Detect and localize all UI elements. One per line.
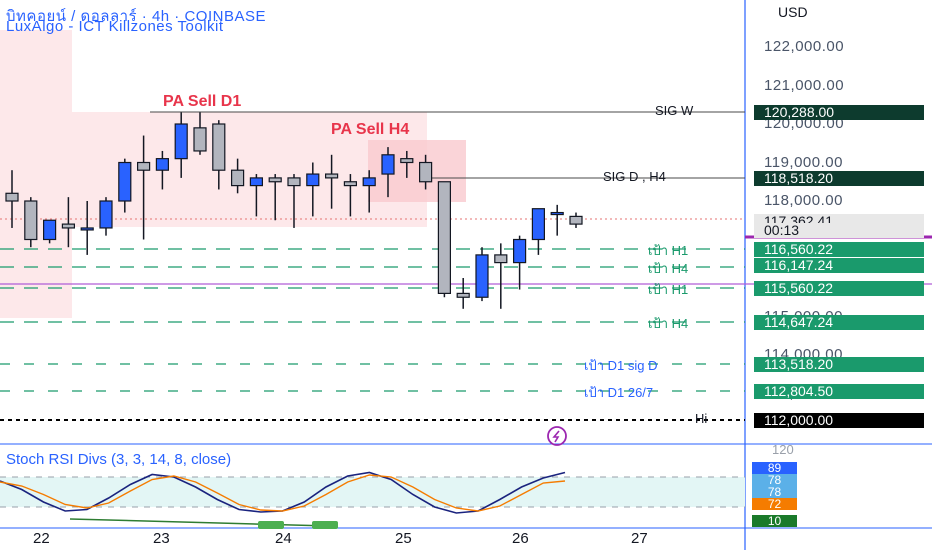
- candle-body: [475, 254, 489, 298]
- candle-body: [24, 200, 38, 241]
- candle-body: [381, 154, 395, 175]
- candle-body: [400, 158, 414, 164]
- candle-body: [494, 254, 508, 264]
- price-axis-label: 118,000.00: [764, 192, 843, 209]
- candle-body: [287, 177, 301, 187]
- candle-body: [306, 173, 320, 187]
- level-label: SIG D , H4: [603, 169, 666, 184]
- candle-body: [174, 123, 188, 160]
- stoch-value-tag: 89: [752, 462, 797, 474]
- stoch-value-tag: 72: [752, 498, 797, 510]
- price-tag: 112,000.00: [754, 413, 924, 428]
- level-label: เป้า H4: [648, 261, 689, 276]
- date-axis-label: 26: [512, 530, 529, 547]
- candle-body: [569, 215, 583, 225]
- price-tag: 114,647.24: [754, 315, 924, 330]
- stoch-value-tag: 78: [752, 474, 797, 486]
- candle-body: [249, 177, 263, 187]
- candle-body: [268, 177, 282, 183]
- level-label: Hi: [695, 411, 708, 426]
- candle-body: [419, 161, 433, 183]
- level-label: เป้า H4: [648, 316, 689, 331]
- price-tag: 116,147.24: [754, 258, 924, 273]
- candle-body: [137, 161, 151, 171]
- date-axis-label: 24: [275, 530, 292, 547]
- date-axis-label: 22: [33, 530, 50, 547]
- price-tag: 115,560.22: [754, 281, 924, 296]
- candle-body: [437, 181, 451, 295]
- indicator-title[interactable]: LuxAlgo - ICT Killzones Toolkit: [6, 18, 224, 35]
- alert-icon: [552, 430, 560, 443]
- price-axis-label: 121,000.00: [764, 76, 845, 94]
- date-axis-label: 27: [631, 530, 648, 547]
- price-tag: 00:13: [754, 223, 924, 238]
- price-tag: 112,804.50: [754, 384, 924, 399]
- price-axis-label: 122,000.00: [764, 38, 845, 55]
- stoch-axis-label: 120: [772, 442, 794, 457]
- stoch-value-tag: 78: [752, 486, 797, 498]
- currency-label[interactable]: USD: [778, 4, 808, 20]
- stoch-d-line: [0, 474, 566, 512]
- candle-body: [531, 208, 546, 241]
- candle-body: [231, 169, 245, 187]
- stoch-value-tag: 10: [752, 515, 797, 527]
- level-label: SIG W: [655, 103, 694, 118]
- pa-sell-d1-label: PA Sell D1: [163, 93, 242, 110]
- candle-body: [212, 123, 226, 171]
- level-label: เป้า D1 sig D: [584, 358, 658, 373]
- candle-body: [99, 200, 113, 229]
- candle-body: [456, 292, 470, 298]
- candle-body: [512, 238, 527, 264]
- date-axis-label: 25: [395, 530, 412, 547]
- candle-body: [550, 211, 564, 216]
- candle-body: [42, 219, 57, 241]
- stoch-band: [0, 477, 745, 507]
- candle-body: [118, 161, 132, 202]
- candle-body: [155, 158, 169, 171]
- level-label: เป้า H1: [648, 243, 689, 258]
- candle-body: [80, 227, 94, 231]
- price-tag: 118,518.20: [754, 171, 924, 186]
- pa-sell-h4-label: PA Sell H4: [331, 121, 410, 138]
- price-tag: 116,560.22: [754, 242, 924, 257]
- candle-body: [61, 223, 76, 229]
- divergence-line: [69, 518, 331, 527]
- level-label: เป้า D1 26/7: [584, 385, 654, 400]
- killzone-box: [0, 30, 72, 318]
- candle-body: [325, 173, 339, 179]
- divergence-marker: [258, 521, 284, 529]
- price-tag: 113,518.20: [754, 357, 924, 372]
- price-axis-label: 119,000.00: [764, 153, 843, 171]
- candle-body: [5, 192, 19, 202]
- stoch-title[interactable]: Stoch RSI Divs (3, 3, 14, 8, close): [6, 451, 232, 468]
- candle-body: [343, 181, 357, 187]
- divergence-marker: [312, 521, 338, 529]
- candle-body: [362, 177, 376, 187]
- price-tag: 120,288.00: [754, 105, 924, 120]
- alert-icon: [547, 426, 567, 446]
- date-axis-label: 23: [153, 530, 170, 547]
- candle-body: [193, 127, 207, 152]
- level-label: เป้า H1: [648, 282, 689, 297]
- symbol-title[interactable]: บิทคอยน์ / ดอลลาร์ · 4h · COINBASE: [6, 8, 266, 25]
